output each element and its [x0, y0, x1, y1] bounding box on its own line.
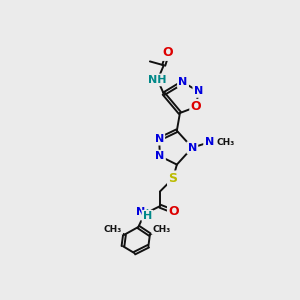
Text: O: O — [169, 205, 179, 218]
Text: NH: NH — [148, 75, 167, 85]
Text: CH₃: CH₃ — [216, 138, 234, 147]
Text: O: O — [162, 46, 173, 59]
Text: N: N — [188, 143, 197, 153]
Text: N: N — [205, 137, 214, 147]
Text: H: H — [140, 209, 149, 219]
Text: N: N — [136, 207, 145, 217]
Text: N: N — [178, 77, 188, 87]
Text: H: H — [143, 211, 152, 221]
Text: CH₃: CH₃ — [152, 225, 171, 234]
Text: S: S — [169, 172, 178, 185]
Text: N: N — [155, 151, 164, 161]
Text: N: N — [154, 134, 164, 144]
Text: CH₃: CH₃ — [104, 225, 122, 234]
Text: O: O — [191, 100, 201, 113]
Text: N: N — [194, 86, 203, 96]
